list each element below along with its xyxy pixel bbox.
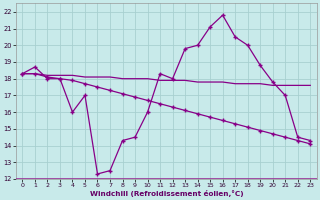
X-axis label: Windchill (Refroidissement éolien,°C): Windchill (Refroidissement éolien,°C) (90, 190, 243, 197)
